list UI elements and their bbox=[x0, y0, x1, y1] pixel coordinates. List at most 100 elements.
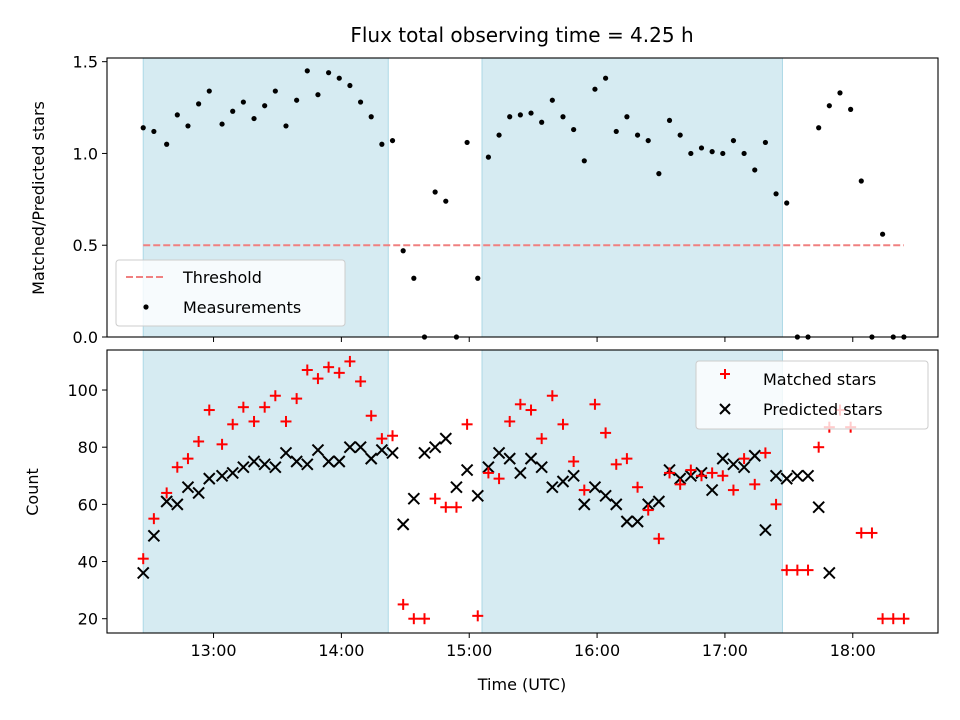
measurement-point bbox=[196, 101, 202, 107]
measurement-point bbox=[688, 150, 694, 157]
predicted-star-marker bbox=[290, 455, 303, 468]
matched-star-marker bbox=[791, 564, 803, 576]
predicted-star-marker bbox=[215, 469, 229, 482]
predicted-star-marker bbox=[279, 446, 293, 460]
bottom-axes-frame bbox=[106, 349, 939, 634]
bottom-x-ticks: 13:00 14:00 15:00 16:00 17:00 18:00 bbox=[190, 633, 876, 660]
top-legend: Threshold Measurements bbox=[115, 259, 346, 327]
matched-star-marker bbox=[877, 613, 889, 625]
measurement-point bbox=[698, 145, 705, 151]
matched-star-marker bbox=[193, 435, 205, 447]
matched-star-marker bbox=[674, 478, 686, 490]
measurement-point bbox=[720, 150, 726, 157]
measurement-point bbox=[603, 75, 609, 81]
matched-star-marker bbox=[568, 455, 580, 467]
matched-star-marker bbox=[161, 487, 173, 499]
measurement-point bbox=[709, 149, 715, 155]
predicted-star-marker bbox=[418, 446, 431, 460]
predicted-star-marker bbox=[203, 472, 216, 485]
measurement-point bbox=[613, 128, 619, 135]
top-y-axis-label: Matched/Predicted stars bbox=[29, 101, 48, 295]
measurement-point bbox=[240, 99, 246, 105]
predicted-star-marker bbox=[673, 472, 687, 485]
measurement-point bbox=[773, 191, 779, 197]
matched-star-marker bbox=[685, 464, 697, 476]
measurement-point bbox=[826, 103, 832, 109]
matched-star-marker bbox=[887, 613, 899, 625]
matched-star-marker bbox=[536, 433, 548, 445]
matched-legend-swatch bbox=[720, 369, 730, 379]
predicted-star-marker bbox=[578, 498, 591, 511]
predicted-star-marker bbox=[137, 566, 150, 580]
predicted-star-marker bbox=[652, 495, 666, 508]
measurement-point bbox=[496, 132, 502, 138]
predicted-star-marker bbox=[333, 455, 346, 468]
predicted-star-marker bbox=[684, 469, 698, 482]
measurement-point bbox=[475, 275, 481, 281]
predicted-star-marker bbox=[769, 469, 783, 482]
matched-star-marker bbox=[387, 430, 399, 442]
predicted-star-marker bbox=[269, 460, 282, 474]
predicted-star-marker bbox=[450, 481, 463, 494]
x-axis-label: Time (UTC) bbox=[477, 675, 566, 694]
measurement-point bbox=[151, 128, 157, 135]
bottom-y-ticks: 20 40 60 80 100 bbox=[67, 381, 107, 629]
predicted-star-marker bbox=[759, 523, 772, 537]
matched-star-marker bbox=[171, 461, 183, 473]
matched-star-marker bbox=[621, 453, 633, 465]
bottom-y-tick-label: 40 bbox=[78, 553, 98, 572]
measurement-point bbox=[634, 132, 641, 138]
bottom-y-tick-label: 20 bbox=[78, 610, 98, 629]
matched-star-marker bbox=[802, 564, 814, 576]
predicted-star-marker bbox=[147, 529, 161, 543]
predicted-star-marker bbox=[322, 455, 335, 468]
matched-star-marker bbox=[578, 484, 590, 496]
matched-star-marker bbox=[525, 404, 537, 416]
matched-star-marker bbox=[355, 375, 367, 387]
top-panel: 0.0 0.5 1.0 1.5 Matched/Predicted stars Thr… bbox=[29, 53, 939, 347]
matched-legend-label: Matched stars bbox=[763, 370, 876, 389]
measurement-point bbox=[517, 112, 523, 118]
measurement-point bbox=[357, 99, 364, 105]
predicted-star-marker bbox=[812, 501, 825, 514]
matched-star-marker bbox=[227, 418, 239, 430]
matched-star-marker bbox=[504, 415, 516, 427]
predicted-star-marker bbox=[365, 452, 378, 465]
predicted-star-marker bbox=[439, 432, 452, 445]
predicted-star-marker bbox=[514, 466, 527, 480]
matched-star-marker bbox=[323, 361, 335, 373]
predicted-star-marker bbox=[620, 515, 634, 528]
measurement-point bbox=[432, 189, 438, 195]
predicted-star-marker bbox=[482, 460, 495, 474]
measurement-point bbox=[251, 115, 257, 122]
bottom-legend-box bbox=[695, 360, 929, 430]
measurement-point bbox=[485, 154, 492, 160]
matched-star-marker bbox=[472, 610, 484, 622]
predicted-star-marker bbox=[428, 440, 442, 454]
matched-star-marker bbox=[376, 433, 388, 445]
top-legend-box bbox=[115, 259, 346, 327]
chart-title: Flux total observing time = 4.25 h bbox=[350, 23, 693, 47]
measurement-point bbox=[294, 97, 300, 103]
predicted-star-marker bbox=[192, 486, 205, 500]
measurement-point bbox=[389, 137, 396, 144]
predicted-star-marker bbox=[354, 440, 367, 454]
measurement-point bbox=[326, 70, 332, 76]
matched-star-marker bbox=[557, 418, 569, 430]
matched-star-marker bbox=[813, 441, 825, 453]
bottom-panel: 20 40 60 80 100 13:00 14:00 15:00 16:00 17:00 18:… bbox=[23, 349, 939, 694]
bottom-y-tick-label: 80 bbox=[78, 438, 98, 457]
predicted-star-marker bbox=[705, 483, 719, 497]
measurement-point bbox=[174, 112, 180, 118]
top-y-tick-label: 0.0 bbox=[73, 328, 98, 347]
measurement-point bbox=[185, 123, 191, 129]
measurement-point bbox=[549, 97, 555, 103]
predicted-star-marker bbox=[599, 489, 612, 502]
predicted-star-marker bbox=[588, 481, 602, 494]
matched-star-marker bbox=[770, 498, 782, 510]
top-y-tick-label: 1.0 bbox=[73, 144, 98, 163]
measurements-legend-label: Measurements bbox=[183, 298, 301, 317]
measurement-point bbox=[528, 110, 534, 116]
matched-star-marker bbox=[280, 415, 292, 427]
